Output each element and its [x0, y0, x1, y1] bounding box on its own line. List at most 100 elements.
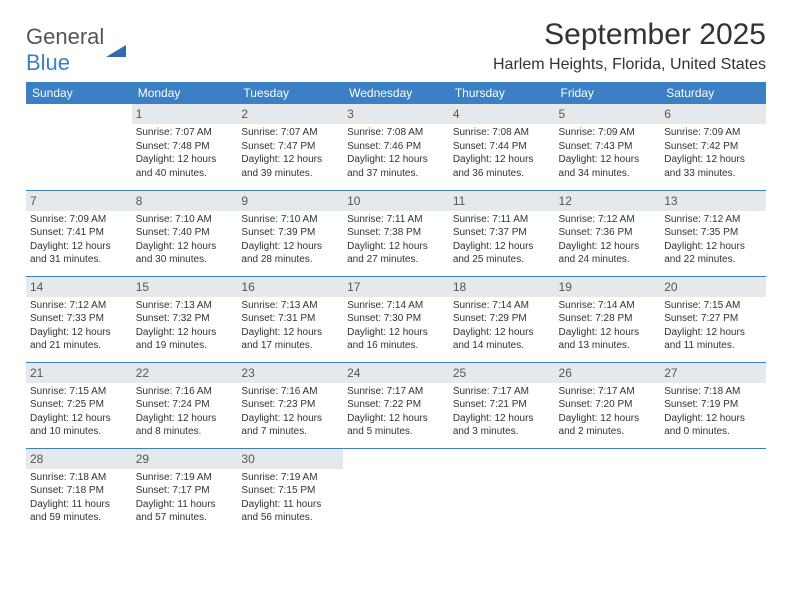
day-number: 7 — [26, 191, 132, 211]
sunset-text: Sunset: 7:35 PM — [664, 226, 762, 240]
daylight-text: Daylight: 12 hours and 17 minutes. — [241, 326, 339, 353]
sunset-text: Sunset: 7:38 PM — [347, 226, 445, 240]
sunrise-text: Sunrise: 7:09 AM — [30, 213, 128, 227]
calendar-row: 14Sunrise: 7:12 AMSunset: 7:33 PMDayligh… — [26, 276, 766, 362]
calendar-cell: 9Sunrise: 7:10 AMSunset: 7:39 PMDaylight… — [237, 190, 343, 276]
sunset-text: Sunset: 7:29 PM — [453, 312, 551, 326]
weekday-header: Saturday — [660, 82, 766, 104]
daylight-text: Daylight: 12 hours and 40 minutes. — [136, 153, 234, 180]
calendar-cell: 30Sunrise: 7:19 AMSunset: 7:15 PMDayligh… — [237, 448, 343, 534]
calendar-cell: 24Sunrise: 7:17 AMSunset: 7:22 PMDayligh… — [343, 362, 449, 448]
day-number: 20 — [660, 277, 766, 297]
sunset-text: Sunset: 7:39 PM — [241, 226, 339, 240]
sunset-text: Sunset: 7:27 PM — [664, 312, 762, 326]
daylight-text: Daylight: 12 hours and 3 minutes. — [453, 412, 551, 439]
day-number: 16 — [237, 277, 343, 297]
day-number: 18 — [449, 277, 555, 297]
sunset-text: Sunset: 7:21 PM — [453, 398, 551, 412]
weekday-header: Tuesday — [237, 82, 343, 104]
calendar-cell: 1 Sunrise: 7:07 AMSunset: 7:48 PMDaylight… — [132, 104, 238, 190]
day-number: 24 — [343, 363, 449, 383]
calendar-cell: 7Sunrise: 7:09 AMSunset: 7:41 PMDaylight… — [26, 190, 132, 276]
sunset-text: Sunset: 7:41 PM — [30, 226, 128, 240]
day-number: 3 — [343, 104, 449, 124]
weekday-header: Thursday — [449, 82, 555, 104]
sunrise-text: Sunrise: 7:12 AM — [664, 213, 762, 227]
sunset-text: Sunset: 7:15 PM — [241, 484, 339, 498]
sunrise-text: Sunrise: 7:17 AM — [347, 385, 445, 399]
calendar-cell: 17Sunrise: 7:14 AMSunset: 7:30 PMDayligh… — [343, 276, 449, 362]
logo-triangle-icon — [106, 43, 126, 57]
sunrise-text: Sunrise: 7:14 AM — [347, 299, 445, 313]
calendar-cell: 4Sunrise: 7:08 AMSunset: 7:44 PMDaylight… — [449, 104, 555, 190]
daylight-text: Daylight: 12 hours and 39 minutes. — [241, 153, 339, 180]
daylight-text: Daylight: 12 hours and 21 minutes. — [30, 326, 128, 353]
sunrise-text: Sunrise: 7:07 AM — [136, 126, 234, 140]
sunrise-text: Sunrise: 7:19 AM — [241, 471, 339, 485]
daylight-text: Daylight: 12 hours and 25 minutes. — [453, 240, 551, 267]
calendar-row: 1Sunrise: 7:07 AMSunset: 7:48 PMDaylight… — [26, 104, 766, 190]
sunset-text: Sunset: 7:22 PM — [347, 398, 445, 412]
calendar-cell: 10Sunrise: 7:11 AMSunset: 7:38 PMDayligh… — [343, 190, 449, 276]
sunset-text: Sunset: 7:43 PM — [559, 140, 657, 154]
daylight-text: Daylight: 12 hours and 36 minutes. — [453, 153, 551, 180]
sunrise-text: Sunrise: 7:15 AM — [664, 299, 762, 313]
calendar-cell — [343, 448, 449, 534]
sunset-text: Sunset: 7:18 PM — [30, 484, 128, 498]
sunrise-text: Sunrise: 7:11 AM — [347, 213, 445, 227]
sunrise-text: Sunrise: 7:16 AM — [241, 385, 339, 399]
calendar-cell — [26, 104, 132, 190]
sunrise-text: Sunrise: 7:07 AM — [241, 126, 339, 140]
day-number: 25 — [449, 363, 555, 383]
weekday-header: Wednesday — [343, 82, 449, 104]
daylight-text: Daylight: 12 hours and 10 minutes. — [30, 412, 128, 439]
sunrise-text: Sunrise: 7:14 AM — [453, 299, 551, 313]
sunset-text: Sunset: 7:23 PM — [241, 398, 339, 412]
day-number: 9 — [237, 191, 343, 211]
day-number: 2 — [237, 104, 343, 124]
daylight-text: Daylight: 12 hours and 16 minutes. — [347, 326, 445, 353]
sunset-text: Sunset: 7:48 PM — [136, 140, 234, 154]
day-number: 28 — [26, 449, 132, 469]
sunrise-text: Sunrise: 7:08 AM — [347, 126, 445, 140]
calendar-cell: 14Sunrise: 7:12 AMSunset: 7:33 PMDayligh… — [26, 276, 132, 362]
header: General Blue September 2025 Harlem Heigh… — [26, 18, 766, 76]
daylight-text: Daylight: 12 hours and 34 minutes. — [559, 153, 657, 180]
day-number: 1 — [132, 104, 238, 124]
day-number: 17 — [343, 277, 449, 297]
daylight-text: Daylight: 12 hours and 14 minutes. — [453, 326, 551, 353]
day-number: 11 — [449, 191, 555, 211]
sunrise-text: Sunrise: 7:12 AM — [559, 213, 657, 227]
sunrise-text: Sunrise: 7:10 AM — [136, 213, 234, 227]
daylight-text: Daylight: 12 hours and 22 minutes. — [664, 240, 762, 267]
weekday-header: Monday — [132, 82, 238, 104]
daylight-text: Daylight: 12 hours and 37 minutes. — [347, 153, 445, 180]
day-number: 4 — [449, 104, 555, 124]
day-number: 27 — [660, 363, 766, 383]
daylight-text: Daylight: 12 hours and 2 minutes. — [559, 412, 657, 439]
day-number: 8 — [132, 191, 238, 211]
weekday-header: Friday — [555, 82, 661, 104]
day-number: 26 — [555, 363, 661, 383]
day-number: 12 — [555, 191, 661, 211]
sunset-text: Sunset: 7:46 PM — [347, 140, 445, 154]
calendar-cell: 25Sunrise: 7:17 AMSunset: 7:21 PMDayligh… — [449, 362, 555, 448]
sunset-text: Sunset: 7:28 PM — [559, 312, 657, 326]
logo-text: General Blue — [26, 24, 104, 76]
sunset-text: Sunset: 7:40 PM — [136, 226, 234, 240]
sunrise-text: Sunrise: 7:15 AM — [30, 385, 128, 399]
calendar-cell: 22Sunrise: 7:16 AMSunset: 7:24 PMDayligh… — [132, 362, 238, 448]
calendar-cell: 20Sunrise: 7:15 AMSunset: 7:27 PMDayligh… — [660, 276, 766, 362]
sunset-text: Sunset: 7:25 PM — [30, 398, 128, 412]
calendar-cell: 21Sunrise: 7:15 AMSunset: 7:25 PMDayligh… — [26, 362, 132, 448]
calendar-cell: 6Sunrise: 7:09 AMSunset: 7:42 PMDaylight… — [660, 104, 766, 190]
logo-word-1: General — [26, 24, 104, 49]
sunset-text: Sunset: 7:17 PM — [136, 484, 234, 498]
logo: General Blue — [26, 24, 126, 76]
sunrise-text: Sunrise: 7:08 AM — [453, 126, 551, 140]
day-number: 14 — [26, 277, 132, 297]
calendar-cell: 3 Sunrise: 7:08 AMSunset: 7:46 PMDaylight… — [343, 104, 449, 190]
calendar-row: 7 Sunrise: 7:09 AMSunset: 7:41 PM Daylight… — [26, 190, 766, 276]
weekday-header: Sunday — [26, 82, 132, 104]
calendar-row: 28Sunrise: 7:18 AMSunset: 7:18 PMDayligh… — [26, 448, 766, 534]
